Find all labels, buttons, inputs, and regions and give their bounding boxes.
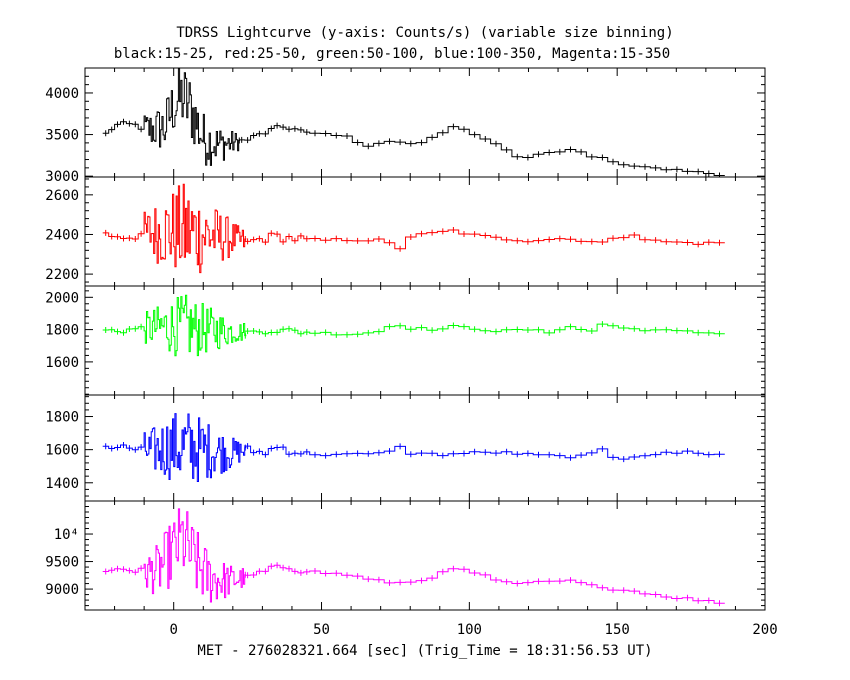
series-line	[102, 413, 725, 482]
y-tick-label: 10⁴	[54, 527, 79, 543]
series-errorbars	[105, 562, 720, 607]
y-tick-label: 2400	[45, 227, 79, 243]
series-errorbars	[105, 118, 720, 177]
series-3	[102, 294, 725, 357]
x-tick-label: 200	[752, 622, 777, 638]
x-axis-label: MET - 276028321.664 [sec] (Trig_Time = 1…	[197, 643, 652, 659]
y-tick-label: 1600	[45, 443, 79, 459]
series-line	[102, 508, 725, 604]
series-line	[102, 183, 725, 274]
series-line	[102, 294, 725, 357]
y-tick-label: 4000	[45, 86, 79, 102]
series-errorbars	[105, 321, 720, 339]
series-2	[102, 183, 725, 274]
y-tick-label: 2000	[45, 290, 79, 306]
x-tick-label: 100	[457, 622, 482, 638]
chart-title: TDRSS Lightcurve (y-axis: Counts/s) (var…	[176, 25, 673, 41]
series-errorbars	[105, 442, 720, 463]
panel-frame	[84, 394, 766, 502]
y-tick-label: 9000	[45, 582, 79, 598]
series-4	[102, 413, 725, 482]
panel-1: 3000 3500 4000	[45, 67, 766, 185]
x-tick-label: 50	[313, 622, 330, 638]
x-tick-label: 0	[169, 622, 177, 638]
panel-4: 1400 1600 1800	[45, 394, 766, 502]
y-tick-label: 1600	[45, 355, 79, 371]
series-1	[102, 68, 725, 177]
x-tick-label: 150	[605, 622, 630, 638]
y-tick-label: 1800	[45, 323, 79, 339]
x-axis: 0 50 100 150 200	[169, 622, 777, 638]
panels-group: 3000 3500 4000 2200 2400 2600 1600 1800 2000 1400…	[45, 67, 766, 611]
series-line	[102, 68, 725, 176]
y-tick-label: 9500	[45, 555, 79, 571]
y-tick-label: 2600	[45, 188, 79, 204]
series-5	[102, 508, 725, 607]
panel-3: 1600 1800 2000	[45, 285, 766, 396]
y-tick-label: 3000	[45, 169, 79, 185]
y-tick-label: 3500	[45, 128, 79, 144]
y-tick-label: 2200	[45, 267, 79, 283]
chart-subtitle: black:15-25, red:25-50, green:50-100, bl…	[114, 46, 670, 62]
panel-frame	[84, 500, 766, 611]
y-tick-label: 1800	[45, 410, 79, 426]
series-errorbars	[105, 227, 720, 252]
panel-2: 2200 2400 2600	[45, 176, 766, 287]
panel-5: 9000 9500 10⁴	[45, 500, 766, 611]
y-tick-label: 1400	[45, 476, 79, 492]
